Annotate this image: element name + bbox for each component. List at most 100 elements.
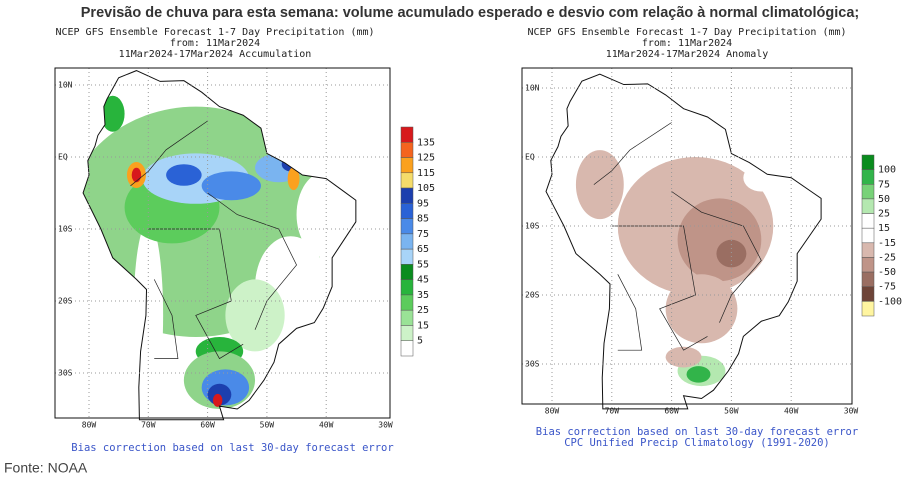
legend-label: 100 (878, 165, 896, 176)
map-border (54, 67, 391, 419)
legend-swatch (400, 294, 414, 311)
legend-label: 50 (878, 194, 890, 205)
legend-swatch (400, 187, 414, 204)
legend-swatch (400, 218, 414, 235)
precip-area (665, 346, 702, 368)
source: Fonte: NOAA (4, 460, 88, 476)
border (130, 120, 208, 187)
legend-swatch (400, 264, 414, 280)
lon-label: 80W (82, 421, 97, 430)
lat-label: 20S (58, 297, 73, 306)
legend-label: 5 (417, 336, 423, 347)
precip-area (296, 171, 356, 258)
lon-label: 50W (260, 421, 275, 430)
legend-swatch (861, 271, 875, 287)
legend-label: 115 (417, 168, 435, 179)
legend-label: -75 (878, 282, 896, 293)
legend-label: 105 (417, 183, 435, 194)
legend-swatch (861, 227, 875, 244)
legend-label: 25 (878, 209, 890, 220)
lon-label: 70W (605, 407, 620, 416)
legend-label: -50 (878, 267, 896, 278)
border (207, 192, 297, 330)
legend-swatch (400, 157, 414, 174)
lon-label: 30W (378, 421, 393, 430)
legend-label: 75 (878, 179, 890, 190)
lon-label: 80W (545, 407, 560, 416)
lat-label: 10S (58, 225, 73, 234)
legend-label: 75 (417, 229, 429, 240)
legend-swatch (861, 169, 875, 185)
legend-label: 125 (417, 153, 435, 164)
border (611, 225, 708, 351)
map-footer: Bias correction based on last 30-day for… (71, 442, 393, 454)
legend-label: 15 (417, 320, 429, 331)
legend-swatch (400, 325, 414, 341)
legend-swatch (861, 286, 875, 302)
map-header: 11Mar2024-17Mar2024 Accumulation (119, 49, 312, 60)
legend-label: -25 (878, 252, 896, 263)
legend-swatch (861, 184, 875, 200)
precip-area (287, 167, 300, 191)
legend-label: 85 (417, 214, 429, 225)
legend-swatch (861, 213, 875, 229)
legend-label: 55 (417, 259, 429, 270)
precip-area (212, 393, 223, 407)
legend-label: -15 (878, 238, 896, 249)
legend-swatch (400, 142, 414, 158)
map-footer: Bias correction based on last 30-day for… (536, 426, 858, 438)
lat-label: 10S (525, 222, 540, 231)
precip-area (575, 150, 624, 220)
coastline (545, 73, 822, 410)
border (617, 274, 643, 351)
legend-swatch (400, 340, 414, 357)
map-footer: CPC Unified Precip Climatology (1991-202… (564, 437, 830, 449)
precip-area (677, 198, 762, 282)
legend-swatch (861, 257, 875, 273)
lon-label: 40W (319, 421, 334, 430)
lon-label: 40W (784, 407, 799, 416)
lat-label: 20S (525, 291, 540, 300)
legend-swatch (861, 198, 875, 214)
legend-swatch (861, 154, 875, 170)
lat-label: EQ (58, 153, 68, 162)
lon-label: 60W (200, 421, 215, 430)
legend-label: 135 (417, 137, 435, 148)
legend-swatch (861, 301, 875, 317)
legend-swatch (400, 309, 414, 326)
legend-swatch (400, 248, 414, 265)
legend-swatch (400, 126, 414, 143)
legend-swatch (400, 203, 414, 219)
lat-label: 30S (525, 360, 540, 369)
map-header: NCEP GFS Ensemble Forecast 1-7 Day Preci… (527, 27, 846, 38)
map-header: from: 11Mar2024 (170, 38, 260, 49)
border (153, 279, 179, 359)
legend-swatch (400, 172, 414, 189)
lat-label: 10N (525, 84, 540, 93)
lat-label: 30S (58, 369, 73, 378)
precip-area (201, 171, 261, 201)
precip-area (665, 274, 738, 344)
map-header: 11Mar2024-17Mar2024 Anomaly (606, 49, 769, 60)
precip-area (131, 167, 142, 183)
precip-area (716, 239, 747, 268)
lon-label: 30W (844, 407, 859, 416)
border (593, 122, 672, 185)
precip-area (133, 221, 164, 409)
legend-label: 95 (417, 198, 429, 209)
legend-label: 45 (417, 275, 429, 286)
lat-label: EQ (525, 153, 535, 162)
precip-area (100, 95, 125, 132)
lon-label: 60W (664, 407, 679, 416)
precip-area (166, 164, 202, 186)
lon-label: 50W (724, 407, 739, 416)
legend-label: -100 (878, 296, 902, 307)
lon-label: 70W (141, 421, 156, 430)
map-border (521, 67, 853, 405)
precip-area (686, 366, 711, 383)
lat-label: 10N (58, 81, 73, 90)
legend-swatch (400, 279, 414, 296)
border (671, 191, 762, 323)
legend-swatch (861, 242, 875, 258)
